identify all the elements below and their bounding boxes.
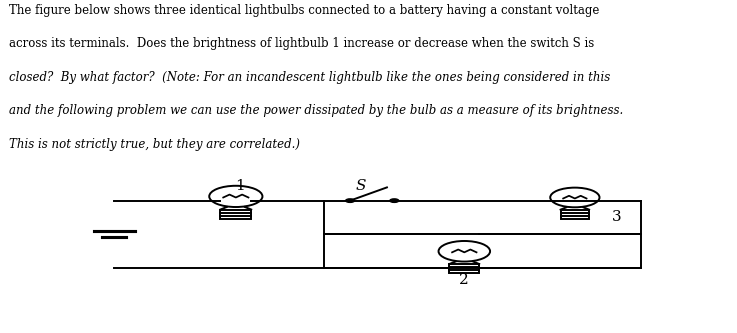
Circle shape [390,199,399,202]
Text: closed?  By what factor?  (Note: For an incandescent lightbulb like the ones bei: closed? By what factor? (Note: For an in… [9,71,610,84]
Bar [450,264,479,273]
Text: The figure below shows three identical lightbulbs connected to a battery having : The figure below shows three identical l… [9,4,599,17]
Text: 2: 2 [459,273,469,287]
Text: and the following problem we can use the power dissipated by the bulb as a measu: and the following problem we can use the… [9,104,623,117]
Bar [220,209,251,219]
Text: This is not strictly true, but they are correlated.): This is not strictly true, but they are … [9,138,300,151]
Text: S: S [356,179,366,193]
Text: 3: 3 [612,210,621,224]
Text: across its terminals.  Does the brightness of lightbulb 1 increase or decrease w: across its terminals. Does the brightnes… [9,37,594,50]
Circle shape [346,199,354,202]
Bar [561,210,589,219]
Text: 1: 1 [234,179,245,193]
